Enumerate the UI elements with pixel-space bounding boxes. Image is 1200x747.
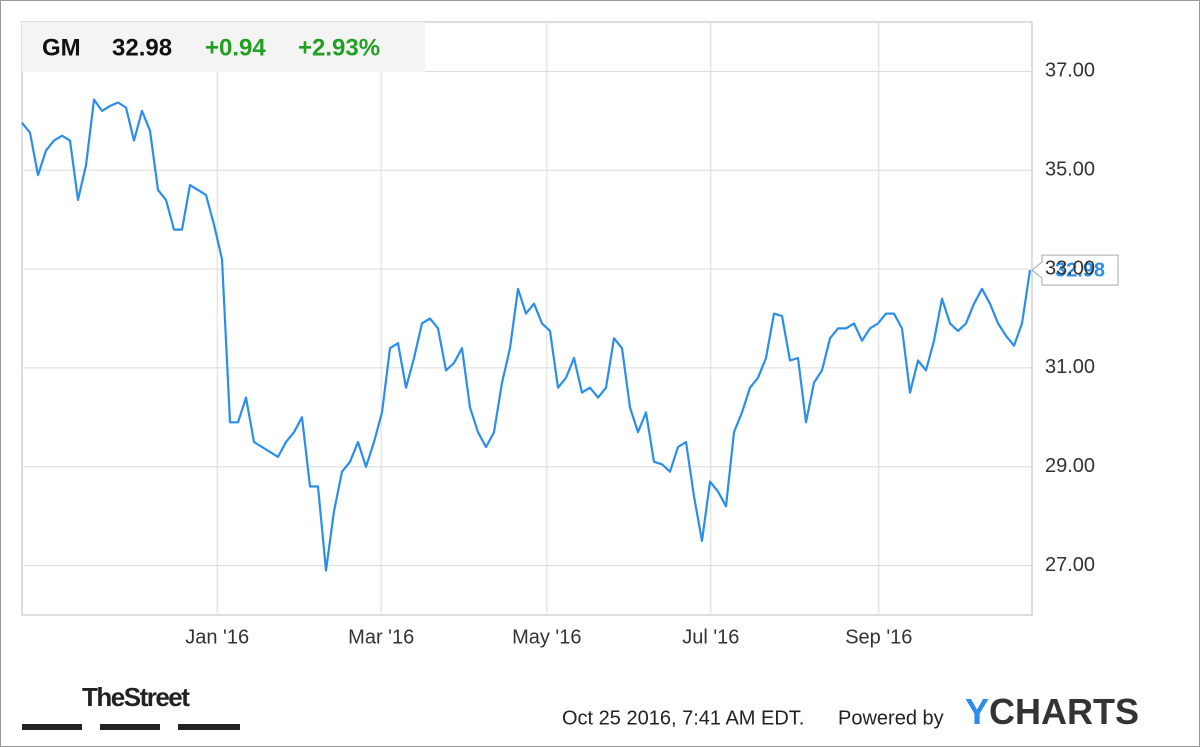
header-box — [22, 22, 425, 72]
symbol: GM — [42, 34, 81, 61]
price-flag — [1031, 254, 1119, 286]
y-tick-label: 33.00 — [1045, 257, 1095, 279]
y-tick-label: 37.00 — [1045, 60, 1095, 82]
price-line — [21, 98, 1032, 572]
price-flag-label: 32.98 — [1055, 259, 1105, 281]
logo-bar — [100, 724, 160, 730]
logo-bar — [178, 724, 240, 730]
x-tick-label: Jul '16 — [682, 626, 739, 648]
y-tick-label: 31.00 — [1045, 356, 1095, 378]
y-tick-label: 35.00 — [1045, 159, 1095, 181]
logo-bar — [22, 724, 82, 730]
x-tick-label: Mar '16 — [348, 626, 414, 648]
plot-area — [21, 21, 1033, 616]
x-tick-label: Sep '16 — [845, 626, 912, 648]
price: 32.98 — [112, 34, 172, 61]
change: +0.94 — [205, 34, 266, 61]
timestamp: Oct 25 2016, 7:41 AM EDT. — [562, 707, 804, 729]
source-logo: TheStreet — [82, 682, 190, 712]
change-pct: +2.93% — [298, 34, 380, 61]
brand: YCHARTS — [965, 691, 1139, 732]
y-tick-label: 27.00 — [1045, 554, 1095, 576]
powered-by: Powered by — [838, 707, 944, 729]
x-tick-label: May '16 — [512, 626, 581, 648]
y-tick-label: 29.00 — [1045, 455, 1095, 477]
x-tick-label: Jan '16 — [185, 626, 249, 648]
